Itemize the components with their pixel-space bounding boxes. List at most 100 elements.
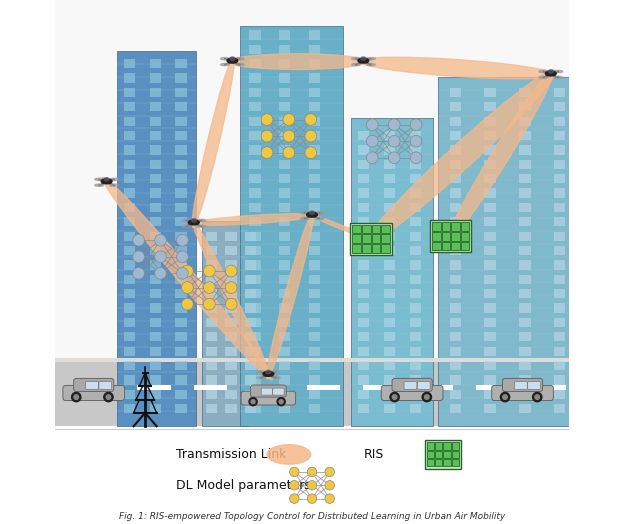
Bar [484, 390, 495, 399]
Bar [309, 375, 320, 385]
Bar [432, 222, 441, 231]
Bar [484, 332, 495, 342]
Ellipse shape [366, 63, 375, 66]
Bar [250, 385, 284, 390]
Bar [250, 260, 261, 270]
Circle shape [279, 400, 283, 403]
Bar [206, 375, 217, 385]
Bar [358, 260, 369, 270]
Ellipse shape [235, 63, 245, 66]
Ellipse shape [227, 58, 238, 63]
Bar [250, 390, 261, 399]
Bar [250, 289, 261, 298]
Bar [427, 451, 434, 458]
Text: Fig. 1: RIS-empowered Topology Control for Distributed Learning in Urban Air Mob: Fig. 1: RIS-empowered Topology Control f… [119, 512, 505, 521]
Bar [245, 361, 256, 370]
Bar [410, 375, 421, 385]
Ellipse shape [300, 217, 309, 220]
Bar [554, 203, 565, 212]
Bar [519, 375, 530, 385]
Bar [384, 217, 395, 226]
Bar [250, 404, 261, 413]
Bar [410, 318, 421, 327]
Bar [410, 404, 421, 413]
Circle shape [422, 392, 431, 402]
Bar [250, 203, 261, 212]
Bar [250, 375, 261, 385]
Bar [309, 390, 320, 399]
Bar [444, 451, 451, 458]
Bar [309, 160, 320, 169]
Ellipse shape [366, 70, 555, 243]
Bar [206, 303, 217, 313]
Bar [124, 232, 135, 241]
Bar [124, 289, 135, 298]
Bar [175, 361, 187, 370]
Bar [175, 232, 187, 241]
Ellipse shape [267, 445, 311, 464]
Bar [444, 442, 451, 450]
Bar [384, 145, 395, 155]
Bar [175, 404, 187, 413]
Bar [175, 375, 187, 385]
Bar [124, 59, 135, 68]
Bar [384, 189, 395, 198]
Bar [410, 347, 421, 356]
Text: DL Model parameters: DL Model parameters [176, 479, 311, 492]
Bar [309, 102, 320, 112]
Bar [461, 222, 469, 231]
Bar [175, 318, 187, 327]
Bar [427, 459, 434, 466]
Bar [206, 332, 217, 342]
Bar [250, 73, 261, 83]
Circle shape [307, 467, 317, 477]
Bar [309, 59, 320, 68]
Bar [554, 390, 565, 399]
Ellipse shape [539, 76, 548, 79]
Circle shape [133, 234, 145, 246]
Bar [250, 275, 261, 284]
Ellipse shape [197, 219, 206, 222]
Bar [150, 390, 161, 399]
Bar [410, 203, 421, 212]
Bar [410, 131, 421, 140]
Bar [175, 246, 187, 255]
Bar [279, 145, 290, 155]
Bar [452, 459, 459, 466]
Bar [519, 275, 530, 284]
Bar [451, 222, 460, 231]
Bar [150, 361, 161, 370]
Ellipse shape [102, 177, 273, 380]
Circle shape [532, 392, 542, 402]
Bar [309, 318, 320, 327]
Ellipse shape [300, 212, 309, 214]
Ellipse shape [197, 225, 206, 227]
Bar [250, 145, 261, 155]
Bar [362, 244, 371, 253]
Circle shape [305, 114, 316, 125]
Bar [250, 232, 261, 241]
Bar [554, 88, 565, 97]
Bar [435, 442, 442, 450]
Bar [124, 160, 135, 169]
Bar [175, 131, 187, 140]
Bar [450, 303, 461, 313]
Circle shape [388, 119, 400, 130]
Bar [250, 318, 261, 327]
Ellipse shape [235, 58, 245, 60]
Bar [150, 88, 161, 97]
Bar [124, 404, 135, 413]
Bar [150, 217, 161, 226]
Bar [519, 203, 530, 212]
Circle shape [366, 135, 378, 147]
Bar [384, 232, 395, 241]
Circle shape [203, 265, 215, 277]
Bar [519, 189, 530, 198]
Circle shape [410, 152, 422, 163]
Bar [554, 361, 565, 370]
Bar [279, 131, 290, 140]
Bar [124, 375, 135, 385]
Ellipse shape [263, 372, 274, 376]
Bar [484, 116, 495, 126]
Bar [175, 73, 187, 83]
